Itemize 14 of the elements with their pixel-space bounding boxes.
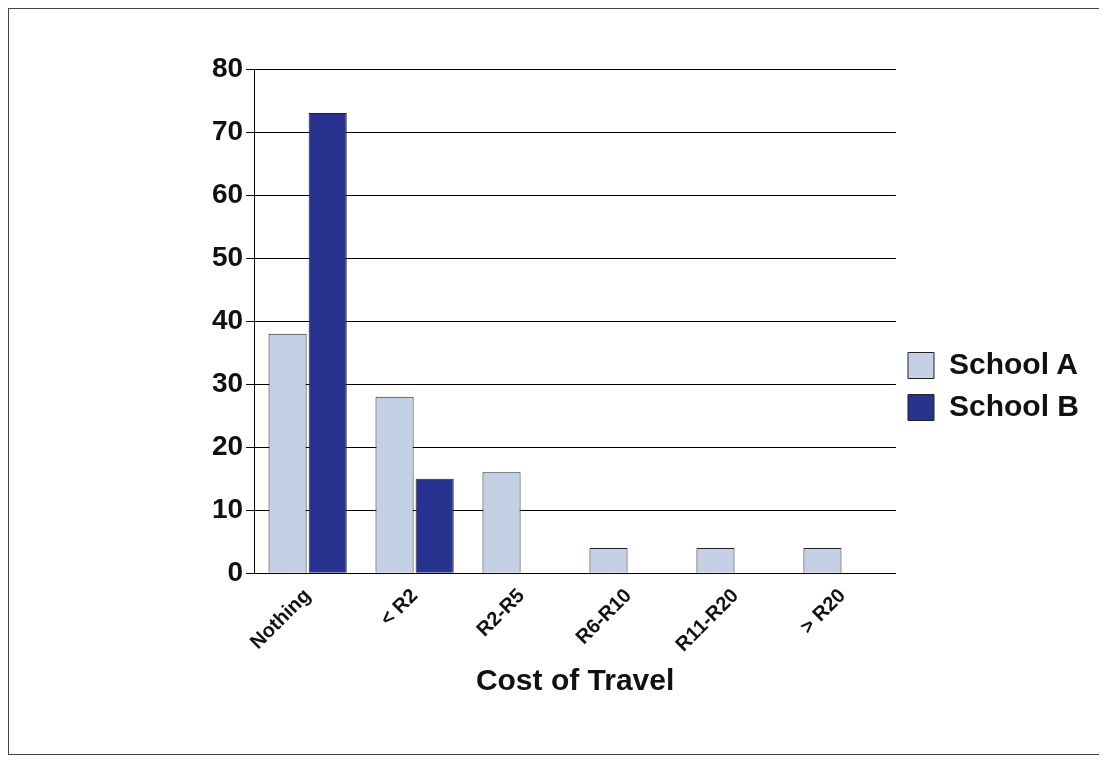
y-tick-label: 50	[211, 240, 244, 272]
y-tick-label: 10	[211, 492, 244, 524]
x-tick-label: > R20	[795, 583, 850, 638]
y-tick-label: 30	[211, 366, 244, 398]
x-tick-label: < R2	[375, 583, 422, 630]
y-tick-label: 60	[211, 177, 244, 209]
legend-label: School B	[949, 388, 1080, 422]
y-tick-label: 40	[211, 303, 244, 335]
y-tick-label: 80	[211, 51, 244, 83]
x-axis-title: Cost of Travel	[475, 663, 675, 697]
y-tick-label: 70	[211, 114, 244, 146]
legend-label: School A	[949, 346, 1078, 380]
y-tick-label: 0	[227, 555, 244, 587]
y-tick-label: 20	[211, 429, 244, 461]
